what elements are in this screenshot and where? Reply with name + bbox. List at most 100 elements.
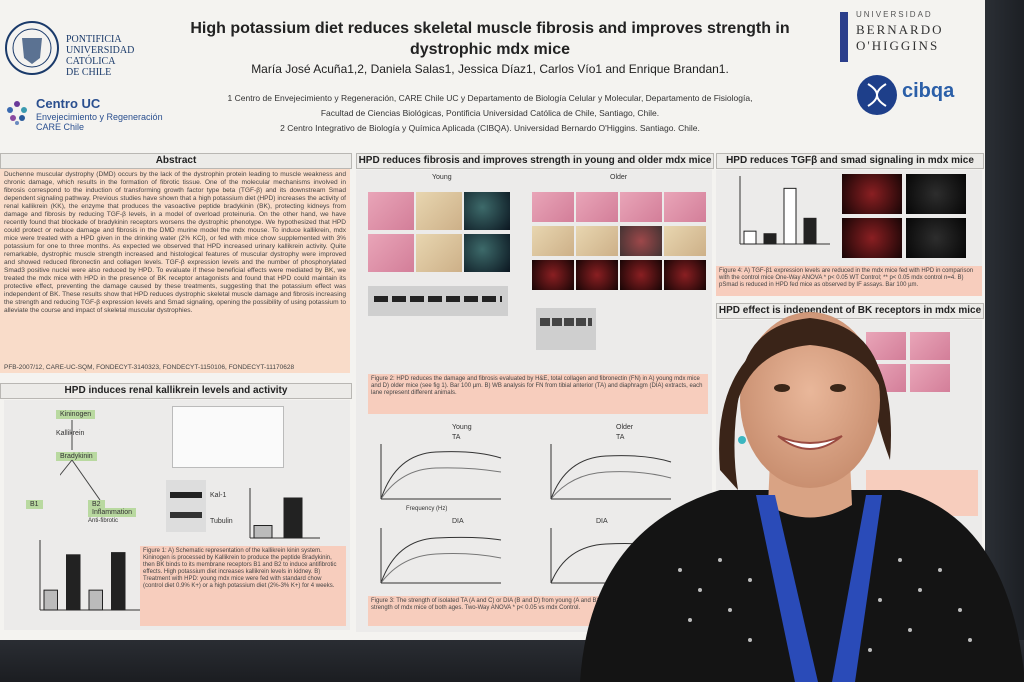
kal1-blot <box>166 480 206 532</box>
frequency-axis-label: Frequency (Hz) <box>406 506 448 512</box>
bar-3 <box>803 217 817 245</box>
older-he-2 <box>576 192 618 222</box>
affiliation-2: Facultad de Ciencias Biológicas, Pontifi… <box>320 108 660 118</box>
b2-box: B2 <box>88 500 105 509</box>
ubo-line1: UNIVERSIDAD <box>856 10 933 19</box>
bk-he-4 <box>910 364 950 392</box>
older-col-3 <box>620 226 662 256</box>
older-fn-4 <box>664 260 706 290</box>
older-fn-2 <box>576 260 618 290</box>
puc-line3: CATÓLICA <box>66 56 116 67</box>
presenter-person <box>580 312 1024 682</box>
ta-older-label: TA <box>616 434 625 441</box>
fibrosis-panel: Young Older Figure 2: HPD reduces the da… <box>356 170 712 632</box>
title-line2: dystrophic mdx mice <box>409 41 571 58</box>
tgfb-bar-chart <box>739 176 830 245</box>
bar-0 <box>253 525 273 539</box>
figure4-caption: Figure 4: A) TGF-β1 expression levels ar… <box>716 266 982 296</box>
kallikrein-activity-chart <box>39 540 140 611</box>
tgfb-panel: Figure 4: A) TGF-β1 expression levels ar… <box>716 170 982 296</box>
inflammation-box: Inflammation <box>88 508 137 517</box>
bar-1 <box>283 497 303 539</box>
puc-seal-logo <box>5 21 59 75</box>
kal1-bar-chart <box>249 488 320 539</box>
older-he-3 <box>620 192 662 222</box>
abstract-text: Duchenne muscular dystrophy (DMD) occurs… <box>4 171 346 314</box>
affiliation-3: 2 Centro Integrativo de Biología y Quími… <box>280 123 700 133</box>
collagen-micrograph-wt <box>416 192 462 230</box>
diet-schematic-b <box>172 406 284 468</box>
older-he-4 <box>664 192 706 222</box>
psmad-if-1 <box>842 174 902 214</box>
bar-0 <box>743 230 757 245</box>
bradykinin-box: Bradykinin <box>56 452 97 461</box>
older-strength-label: Older <box>616 424 634 431</box>
kininogen-box: Kininogen <box>56 410 96 419</box>
centro-uc-sub2: CARE Chile <box>36 122 85 132</box>
dia-older-label: DIA <box>596 518 608 525</box>
cibqa-wordmark: cibqa <box>902 80 955 102</box>
centro-uc-icon <box>7 101 27 125</box>
fn-micrograph-mdx <box>464 234 510 272</box>
young-label: Young <box>432 174 452 181</box>
puc-line2: UNIVERSIDAD <box>66 45 135 56</box>
dia-young-label: DIA <box>452 518 464 525</box>
puc-wordmark: PONTIFICIA UNIVERSIDAD CATÓLICA DE CHILE <box>66 34 134 78</box>
kal1-label: Kal-1 <box>210 492 227 499</box>
bk-heading: HPD effect is independent of BK receptor… <box>716 303 984 319</box>
tgfb-heading: HPD reduces TGFβ and smad signaling in m… <box>716 153 984 169</box>
ta-young-label: TA <box>452 434 461 441</box>
young-strength-label: Young <box>452 424 472 431</box>
centro-uc-sub1: Envejecimiento y Regeneración <box>36 112 163 122</box>
ta-older-force-curve <box>550 444 672 500</box>
older-fn-1 <box>532 260 574 290</box>
abstract-heading: Abstract <box>0 153 352 169</box>
anti-fibrotic-label: Anti-fibrotic <box>88 518 119 524</box>
older-he-1 <box>532 192 574 222</box>
cibqa-logo: cibqa <box>856 74 976 124</box>
title-line1: High potassium diet reduces skeletal mus… <box>190 20 790 37</box>
psmad-if-4 <box>906 218 966 258</box>
poster-authors: María José Acuña1,2, Daniela Salas1, Jes… <box>251 62 729 76</box>
older-col-4 <box>664 226 706 256</box>
bar-2 <box>783 187 797 245</box>
affiliation-1: 1 Centro de Envejecimiento y Regeneració… <box>227 93 753 103</box>
puc-line1: PONTIFICIA <box>66 34 122 45</box>
bar-1 <box>66 554 81 611</box>
cibqa-dna-icon <box>857 75 897 115</box>
figure2-caption: Figure 2: HPD reduces the damage and fib… <box>368 374 708 414</box>
kks-arrows <box>60 420 101 500</box>
funding-line: PFB-2007/12, CARE-UC-SQM, FONDECYT-31403… <box>4 364 295 371</box>
he-micrograph-wt <box>368 192 414 230</box>
older-label: Older <box>610 174 628 181</box>
older-col-1 <box>532 226 574 256</box>
bar-1 <box>763 233 777 245</box>
ubo-bar <box>840 12 848 62</box>
tubulin-label: Tubulin <box>210 518 233 525</box>
he-micrograph-mdx <box>368 234 414 272</box>
psmad-if-3 <box>842 218 902 258</box>
renal-heading: HPD induces renal kallikrein levels and … <box>0 383 352 399</box>
older-col-2 <box>576 226 618 256</box>
centro-uc-subtitle: Envejecimiento y Regeneración CARE Chile <box>36 112 163 132</box>
psmad-if-2 <box>906 174 966 214</box>
older-fn-blot <box>536 308 596 350</box>
ta-young-force-curve <box>380 444 502 500</box>
figure1-caption: Figure 1: A) Schematic representation of… <box>140 546 346 626</box>
fn-micrograph-wt <box>464 192 510 230</box>
collagen-micrograph-mdx <box>416 234 462 272</box>
centro-uc-title: Centro UC <box>36 96 101 111</box>
puc-line4: DE CHILE <box>66 67 112 78</box>
poster-title: High potassium diet reduces skeletal mus… <box>170 18 810 60</box>
dia-young-force-curve <box>380 528 502 584</box>
fn-western-blot <box>368 286 508 316</box>
fibrosis-heading: HPD reduces fibrosis and improves streng… <box>356 153 714 169</box>
older-fn-3 <box>620 260 662 290</box>
bar-0 <box>43 589 58 611</box>
abstract-body: Duchenne muscular dystrophy (DMD) occurs… <box>0 169 350 373</box>
bar-3 <box>111 552 126 611</box>
bk-he-2 <box>910 332 950 360</box>
ubo-logo: UNIVERSIDAD BERNARDO O'HIGGINS <box>840 8 980 62</box>
b1-box: B1 <box>26 500 43 509</box>
ubo-line3: O'HIGGINS <box>856 38 940 53</box>
